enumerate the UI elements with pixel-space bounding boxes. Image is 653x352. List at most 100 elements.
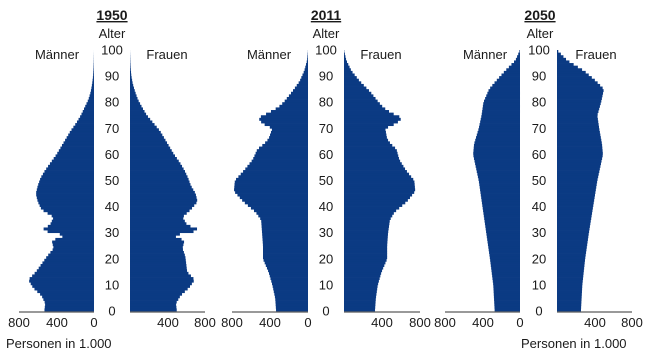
women-bar-age-44 <box>557 193 595 197</box>
women-bar-age-52 <box>344 172 410 176</box>
men-bar-age-16 <box>491 266 520 270</box>
age-tick-60: 60 <box>532 147 546 162</box>
women-bars <box>130 50 198 312</box>
age-tick-70: 70 <box>319 121 333 136</box>
women-bar-age-35 <box>130 217 184 220</box>
women-bar-age-67 <box>557 133 601 137</box>
age-tick-100: 100 <box>528 43 550 58</box>
men-bar-age-95 <box>514 60 520 64</box>
men-bar-age-31 <box>485 227 520 231</box>
men-bar-age-21 <box>48 253 94 257</box>
men-bar-age-88 <box>300 78 308 82</box>
x-tick-label: 0 <box>516 315 523 330</box>
men-bar-age-80 <box>484 99 520 103</box>
women-bar-age-29 <box>344 232 388 236</box>
women-bar-age-40 <box>557 203 594 207</box>
age-tick-30: 30 <box>532 225 546 240</box>
women-bar-age-19 <box>130 258 186 262</box>
women-bar-age-27 <box>130 237 182 241</box>
women-bar-age-66 <box>130 136 164 140</box>
men-bar-age-37 <box>256 211 308 215</box>
women-bar-age-72 <box>344 120 398 124</box>
men-bar-age-27 <box>262 237 308 241</box>
women-bar-age-64 <box>130 141 168 145</box>
men-bar-age-97 <box>307 55 308 59</box>
women-bar-age-9 <box>344 284 378 288</box>
age-tick-100: 100 <box>315 43 337 58</box>
women-bar-age-78 <box>557 104 600 108</box>
women-bar-age-3 <box>130 300 177 304</box>
men-bar-age-65 <box>65 138 94 142</box>
women-bar-age-99 <box>557 50 559 53</box>
women-bar-age-85 <box>557 86 603 90</box>
men-bar-age-80 <box>284 99 308 103</box>
women-bar-age-12 <box>130 277 194 281</box>
women-bar-age-4 <box>130 297 179 301</box>
women-bar-age-21 <box>344 253 388 257</box>
women-bar-age-28 <box>130 235 176 239</box>
men-bar-age-45 <box>36 190 94 194</box>
panel-title: 2011 <box>311 7 342 23</box>
men-bar-age-75 <box>481 112 520 116</box>
men-bar-age-98 <box>518 52 520 56</box>
women-bar-age-55 <box>344 164 404 168</box>
men-bar-age-91 <box>503 70 520 74</box>
women-bar-age-6 <box>557 292 582 296</box>
men-bar-age-14 <box>34 271 95 275</box>
men-bar-age-68 <box>69 130 94 134</box>
x-tick-label: 400 <box>157 315 179 330</box>
women-bar-age-63 <box>557 143 603 147</box>
age-tick-80: 80 <box>319 95 333 110</box>
women-bar-age-90 <box>130 73 132 77</box>
men-bar-age-12 <box>492 277 520 281</box>
men-bar-age-76 <box>270 110 308 113</box>
men-bar-age-66 <box>66 136 94 140</box>
men-bar-age-45 <box>235 190 308 194</box>
men-bar-age-17 <box>40 264 94 267</box>
men-bar-age-6 <box>40 292 94 296</box>
men-bar-age-57 <box>51 159 94 163</box>
women-bar-age-37 <box>130 211 187 215</box>
men-bar-age-21 <box>489 253 520 257</box>
age-tick-10: 10 <box>319 277 333 292</box>
men-bar-age-73 <box>259 117 308 121</box>
men-bar-age-25 <box>262 243 308 247</box>
women-bar-age-42 <box>344 198 408 202</box>
women-bar-age-11 <box>344 279 379 283</box>
men-bar-age-35 <box>484 217 520 220</box>
men-bar-age-19 <box>263 258 308 262</box>
panel-title: 2050 <box>524 7 555 23</box>
women-bar-age-36 <box>557 214 592 218</box>
men-bar-age-11 <box>492 279 520 283</box>
men-bars <box>473 50 521 312</box>
women-bar-age-38 <box>344 209 397 213</box>
men-bar-age-15 <box>268 269 308 273</box>
women-bar-age-10 <box>344 282 379 286</box>
women-bar-age-25 <box>130 243 184 247</box>
men-bar-age-92 <box>304 68 308 72</box>
women-bar-age-31 <box>557 227 590 231</box>
women-bar-age-6 <box>130 292 183 296</box>
women-bar-age-86 <box>557 83 601 87</box>
women-bar-age-47 <box>130 185 192 189</box>
age-tick-90: 90 <box>532 69 546 84</box>
women-bar-age-30 <box>557 230 590 234</box>
women-bar-age-0 <box>344 308 376 312</box>
men-bar-age-43 <box>36 196 94 200</box>
women-bar-age-69 <box>130 128 159 132</box>
x-tick-label: 800 <box>621 315 643 330</box>
men-bar-age-60 <box>57 151 94 155</box>
men-bar-age-48 <box>234 183 308 187</box>
women-bar-age-75 <box>557 112 598 116</box>
women-bar-age-3 <box>557 300 582 304</box>
men-bar-age-44 <box>36 193 94 197</box>
men-bar-age-61 <box>58 149 94 153</box>
women-bar-age-84 <box>344 89 369 93</box>
women-bar-age-50 <box>130 177 189 181</box>
women-bar-age-49 <box>557 180 598 184</box>
age-tick-0: 0 <box>108 304 115 319</box>
women-bar-age-83 <box>557 91 604 95</box>
women-bar-age-28 <box>344 235 388 239</box>
men-bar-age-85 <box>91 86 94 90</box>
